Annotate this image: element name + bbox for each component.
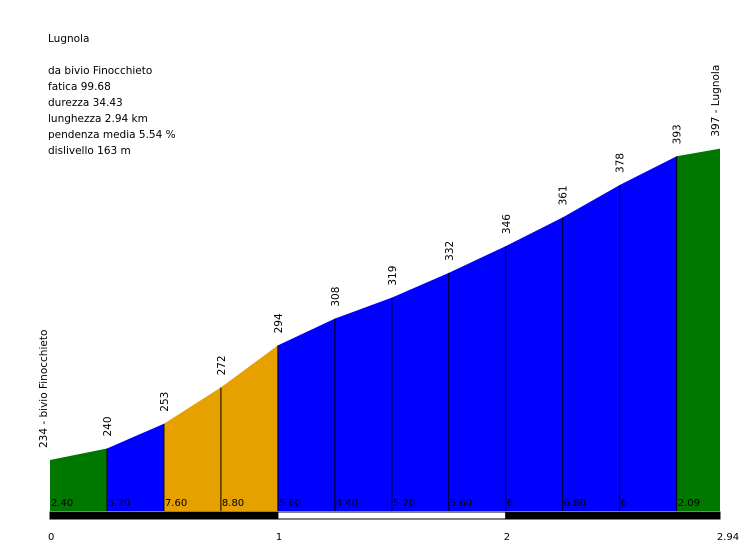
chart-title: Lugnola <box>48 33 90 45</box>
x-tick-label: 1 <box>276 532 282 543</box>
profile-segment <box>163 387 221 511</box>
profile-segment <box>277 318 335 511</box>
profile-segment <box>334 297 392 511</box>
profile-segment <box>619 156 677 511</box>
segment-gradient-label: 6.80 <box>564 498 586 509</box>
segment-gradient-label: 4.40 <box>336 498 358 509</box>
km-scale-bar <box>505 511 721 520</box>
stat-fatica: fatica 99.68 <box>48 81 111 93</box>
segment-gradient-label: 6 <box>507 498 513 509</box>
elevation-label: 234 - bivio Finocchieto <box>38 330 50 448</box>
profile-segment <box>50 448 107 511</box>
x-tick-label: 0 <box>48 532 54 543</box>
stat-durezza: durezza 34.43 <box>48 97 123 109</box>
elevation-label: 397 - Lugnola <box>710 65 722 137</box>
elevation-label: 308 <box>330 287 342 307</box>
segment-gradient-label: 5.20 <box>393 498 415 509</box>
segment-gradient-label: 8.80 <box>222 498 244 509</box>
elevation-label: 378 <box>615 153 627 173</box>
stat-pendenza: pendenza media 5.54 % <box>48 129 176 141</box>
elevation-label: 319 <box>387 266 399 286</box>
segment-gradient-label: 2.40 <box>51 498 73 509</box>
profile-segment <box>448 246 506 511</box>
segment-gradient-label: 2.09 <box>678 498 700 509</box>
profile-segment <box>562 184 620 511</box>
elevation-label: 294 <box>273 313 285 333</box>
stat-lunghezza: lunghezza 2.94 km <box>48 113 148 125</box>
segment-gradient-label: 5.60 <box>450 498 472 509</box>
x-tick-label: 2 <box>504 532 510 543</box>
stat-start: da bivio Finocchieto <box>48 65 153 77</box>
elevation-label: 361 <box>558 185 570 205</box>
elevation-label: 240 <box>102 416 114 436</box>
elevation-label: 253 <box>159 392 171 412</box>
elevation-label: 332 <box>444 241 456 261</box>
elevation-label: 393 <box>672 124 684 144</box>
stat-dislivello: dislivello 163 m <box>48 145 131 157</box>
profile-info: Lugnola da bivio Finocchieto fatica 99.6… <box>48 31 176 159</box>
segment-gradient-label: 7.60 <box>165 498 187 509</box>
km-scale-bar <box>277 511 507 520</box>
segment-gradient-label: 6 <box>621 498 627 509</box>
profile-segment <box>391 272 449 511</box>
profile-segment <box>505 217 563 511</box>
segment-gradient-label: 5.60 <box>279 498 301 509</box>
profile-segment <box>220 345 278 511</box>
x-tick-label: 2.94 <box>717 532 739 543</box>
profile-segment <box>676 148 720 512</box>
profile-segment <box>106 423 164 511</box>
elevation-label: 346 <box>501 214 513 234</box>
segment-gradient-label: 5.20 <box>108 498 130 509</box>
km-scale-bar <box>49 511 279 520</box>
elevation-label: 272 <box>216 355 228 375</box>
